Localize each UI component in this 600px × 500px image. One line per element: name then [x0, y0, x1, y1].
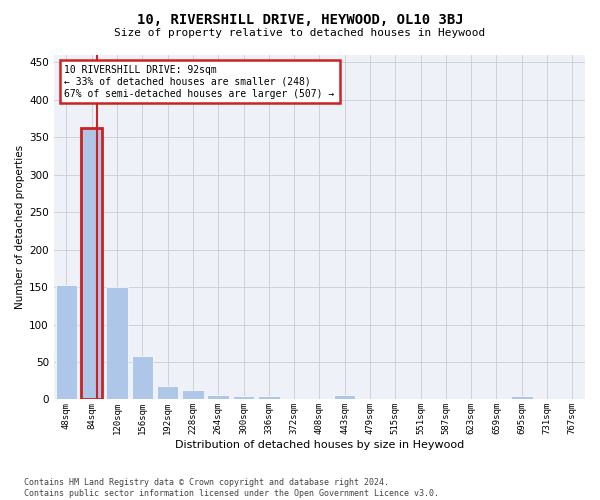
Bar: [258, 396, 280, 400]
Bar: [208, 395, 229, 400]
Bar: [182, 390, 203, 400]
Bar: [56, 285, 77, 400]
Bar: [157, 386, 178, 400]
Text: 10 RIVERSHILL DRIVE: 92sqm
← 33% of detached houses are smaller (248)
67% of sem: 10 RIVERSHILL DRIVE: 92sqm ← 33% of deta…: [64, 66, 335, 98]
Text: Size of property relative to detached houses in Heywood: Size of property relative to detached ho…: [115, 28, 485, 38]
Text: Contains HM Land Registry data © Crown copyright and database right 2024.
Contai: Contains HM Land Registry data © Crown c…: [24, 478, 439, 498]
Bar: [106, 287, 128, 400]
Y-axis label: Number of detached properties: Number of detached properties: [15, 145, 25, 310]
Bar: [511, 396, 533, 400]
Text: 10, RIVERSHILL DRIVE, HEYWOOD, OL10 3BJ: 10, RIVERSHILL DRIVE, HEYWOOD, OL10 3BJ: [137, 12, 463, 26]
Bar: [131, 356, 153, 400]
X-axis label: Distribution of detached houses by size in Heywood: Distribution of detached houses by size …: [175, 440, 464, 450]
Bar: [334, 395, 355, 400]
Bar: [81, 128, 103, 400]
Bar: [233, 396, 254, 400]
